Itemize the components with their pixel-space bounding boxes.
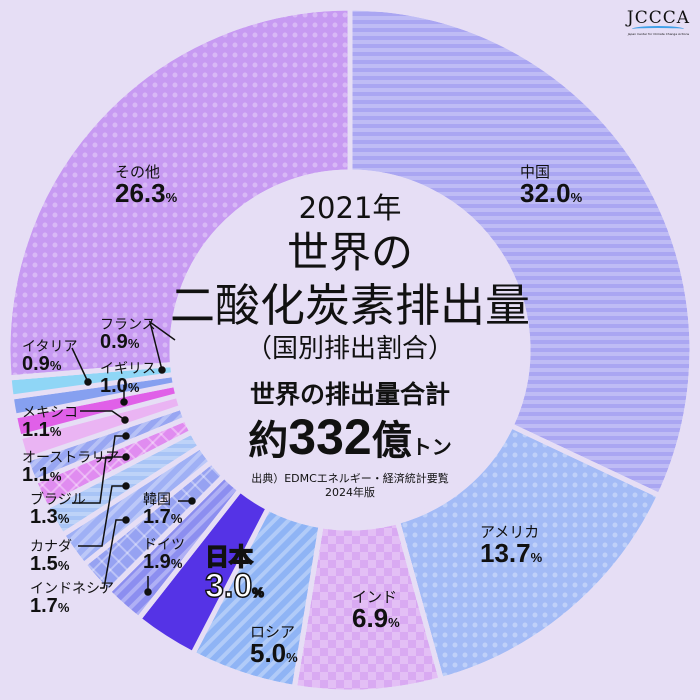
slice-pattern-15 <box>5 5 353 381</box>
label-name: メキシコ <box>22 405 78 421</box>
logo-subtitle: Japan Center for Climate Change Actions <box>627 32 690 36</box>
label-name: オーストラリア <box>22 450 120 466</box>
label-name: アメリカ <box>480 523 540 541</box>
label-percent: 1.3% <box>30 506 70 528</box>
leader-dot <box>158 366 166 374</box>
label-2: インド 6.9% <box>352 588 400 633</box>
label-1: アメリカ 13.7% <box>480 523 543 568</box>
label-name: イギリス <box>100 361 156 377</box>
leader-dot <box>122 453 130 461</box>
leader-dot <box>122 516 130 524</box>
label-name: 中国 <box>520 163 551 181</box>
center-year: 2021年 <box>298 191 402 225</box>
label-name: インドネシア <box>30 581 114 597</box>
leader-line <box>148 320 176 371</box>
total-unit-big: 億 <box>371 418 412 464</box>
label-percent: 1.1% <box>22 464 62 486</box>
label-5: ドイツ 1.9% <box>143 538 185 572</box>
leader-dot <box>122 482 130 490</box>
label-name: フランス <box>100 317 156 333</box>
label-name: インド <box>352 588 398 606</box>
leader-dot <box>121 416 129 424</box>
leader-line <box>72 456 126 504</box>
total-prefix: 約 <box>248 418 289 464</box>
leader-line <box>100 519 126 589</box>
label-name: ロシア <box>250 623 296 641</box>
source-line2: 2024年版 <box>325 486 375 499</box>
label-name: 韓国 <box>143 492 171 508</box>
leader-line <box>80 410 126 421</box>
total-number: 332 <box>288 409 372 465</box>
label-percent: 1.1% <box>22 419 62 441</box>
label-0: 中国 32.0% <box>520 163 583 208</box>
source-line1: 出典）EDMCエネルギー・経済統計要覧 <box>251 472 449 485</box>
label-11: メキシコ 1.1% <box>22 406 78 440</box>
slice-pattern-1 <box>394 422 663 683</box>
label-percent: 13.7% <box>480 538 543 568</box>
center-subtitle: （国別排出割合） <box>245 334 454 364</box>
leader-dot <box>188 497 196 505</box>
label-percent: 1.5% <box>30 553 70 575</box>
label-name: ブラジル <box>30 492 86 508</box>
label-9: ブラジル 1.3% <box>30 493 86 527</box>
total-unit-small: トン <box>411 435 452 459</box>
label-percent: 5.0% <box>250 638 298 668</box>
label-percent: 6.9% <box>352 603 400 633</box>
label-percent: 0.9% <box>100 331 140 353</box>
label-7: インドネシア 1.7% <box>30 582 114 616</box>
label-4: 日本 3.0% <box>204 543 264 605</box>
label-13: イタリア 0.9% <box>22 340 77 374</box>
label-14: フランス 0.9% <box>100 318 156 352</box>
label-12: イギリス 1.0% <box>100 362 156 396</box>
total-value: 約332億トン <box>0 412 700 462</box>
center-title-line2: 二酸化炭素排出量 <box>169 279 530 332</box>
label-name: 日本 <box>204 543 253 571</box>
leader-line <box>78 485 126 547</box>
label-percent: 1.9% <box>143 551 183 573</box>
leader-dot <box>122 432 130 440</box>
leader-dot <box>84 378 92 386</box>
label-percent: 26.3% <box>115 178 178 208</box>
center-title-line1: 世界の <box>286 228 413 277</box>
label-3: ロシア 5.0% <box>250 623 298 668</box>
label-6: 韓国 1.7% <box>143 493 182 527</box>
logo-arc <box>632 26 685 32</box>
label-percent: 1.7% <box>30 595 70 617</box>
label-percent: 32.0% <box>520 178 583 208</box>
label-percent: 1.7% <box>143 506 183 528</box>
label-name: ドイツ <box>143 537 185 553</box>
label-percent: 3.0% <box>204 567 264 605</box>
logo-text: JCCCA <box>626 8 690 28</box>
label-name: その他 <box>115 163 161 181</box>
label-15: その他 26.3% <box>115 163 178 208</box>
leader-dot <box>120 398 128 406</box>
slice-pattern-0 <box>347 5 695 499</box>
label-10: オーストラリア 1.1% <box>22 451 119 485</box>
leader-dot <box>144 588 152 596</box>
total-label: 世界の排出量合計 <box>249 380 450 409</box>
jccca-logo: JCCCA Japan Center for Climate Change Ac… <box>627 8 690 36</box>
leader-line <box>71 347 89 383</box>
label-name: イタリア <box>22 339 78 355</box>
label-percent: 1.0% <box>100 375 140 397</box>
label-name: カナダ <box>30 539 72 555</box>
leader-line <box>96 435 126 459</box>
label-8: カナダ 1.5% <box>30 540 72 574</box>
label-percent: 0.9% <box>22 353 62 375</box>
